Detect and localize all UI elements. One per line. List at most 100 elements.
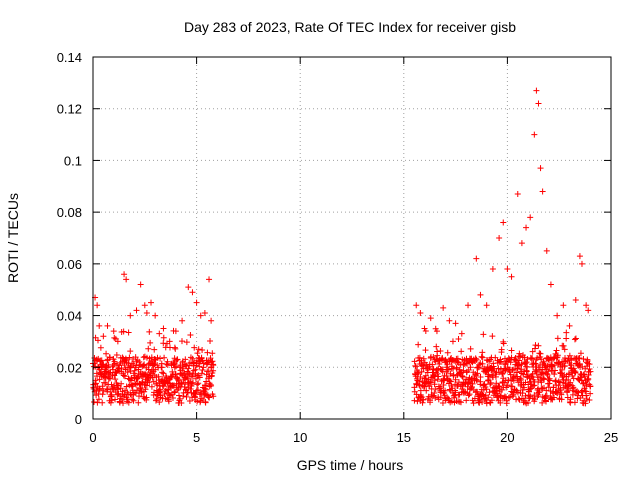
plot-frame bbox=[92, 56, 612, 420]
data-point bbox=[583, 392, 590, 399]
y-tick-label: 0 bbox=[75, 412, 82, 427]
data-point bbox=[125, 329, 132, 336]
data-point bbox=[587, 383, 594, 390]
data-point bbox=[467, 345, 474, 352]
x-tick-label: 25 bbox=[604, 430, 618, 445]
data-point bbox=[584, 377, 591, 384]
data-point bbox=[118, 364, 125, 371]
data-point bbox=[169, 368, 176, 375]
data-point bbox=[560, 302, 567, 309]
x-axis-label: GPS time / hours bbox=[297, 457, 404, 473]
data-point bbox=[512, 354, 519, 361]
data-point bbox=[96, 376, 103, 383]
data-point bbox=[173, 357, 180, 364]
data-point bbox=[100, 361, 107, 368]
data-point bbox=[523, 359, 530, 366]
data-point bbox=[160, 334, 167, 341]
data-point bbox=[190, 379, 197, 386]
data-point bbox=[583, 396, 590, 403]
data-point bbox=[545, 368, 552, 375]
x-tick-label: 0 bbox=[89, 430, 96, 445]
data-point bbox=[430, 372, 437, 379]
data-point bbox=[496, 235, 503, 241]
data-point bbox=[458, 348, 465, 355]
data-point bbox=[420, 355, 427, 362]
data-point bbox=[440, 304, 447, 311]
data-point bbox=[171, 389, 178, 396]
data-point bbox=[576, 355, 583, 362]
data-point bbox=[532, 342, 539, 349]
data-point bbox=[578, 260, 585, 267]
data-point bbox=[161, 391, 168, 398]
data-point bbox=[458, 330, 465, 337]
data-point bbox=[446, 386, 453, 393]
data-point bbox=[478, 353, 485, 360]
data-point bbox=[194, 398, 201, 405]
data-point bbox=[474, 370, 481, 377]
data-point bbox=[567, 396, 574, 403]
data-point bbox=[498, 392, 505, 399]
data-point bbox=[140, 354, 147, 361]
data-point bbox=[439, 355, 446, 362]
data-point bbox=[157, 355, 164, 362]
data-point bbox=[571, 336, 578, 343]
y-tick-label: 0.02 bbox=[57, 360, 82, 375]
data-point bbox=[145, 345, 152, 352]
data-point bbox=[543, 247, 550, 254]
data-point bbox=[189, 289, 196, 296]
data-point bbox=[547, 281, 554, 288]
data-point bbox=[536, 350, 543, 357]
data-point bbox=[525, 388, 532, 395]
data-point bbox=[418, 394, 425, 401]
data-point bbox=[187, 332, 194, 339]
data-point bbox=[540, 358, 547, 365]
data-point bbox=[193, 299, 200, 306]
data-point bbox=[563, 329, 570, 336]
data-point bbox=[537, 165, 544, 172]
data-point bbox=[210, 393, 217, 400]
data-point bbox=[429, 361, 436, 368]
data-point bbox=[479, 399, 486, 406]
data-point bbox=[186, 398, 193, 405]
data-point bbox=[484, 377, 491, 384]
data-point bbox=[182, 356, 189, 363]
data-point bbox=[583, 302, 590, 309]
data-point bbox=[534, 354, 541, 361]
data-point bbox=[202, 386, 209, 393]
data-point bbox=[521, 354, 528, 361]
data-point bbox=[174, 376, 181, 383]
data-point bbox=[489, 333, 496, 340]
data-point bbox=[132, 354, 139, 361]
data-point bbox=[520, 371, 527, 378]
data-point bbox=[206, 394, 213, 401]
data-point bbox=[518, 240, 525, 247]
data-point bbox=[417, 374, 424, 381]
data-point bbox=[178, 338, 185, 345]
y-axis-label: ROTI / TECUs bbox=[5, 193, 21, 283]
data-point bbox=[206, 380, 213, 387]
data-point bbox=[157, 392, 164, 399]
data-point bbox=[112, 376, 119, 383]
data-point bbox=[411, 358, 418, 365]
data-point bbox=[198, 354, 205, 361]
data-point bbox=[419, 399, 426, 406]
data-point bbox=[103, 350, 110, 357]
y-tick-label: 0.14 bbox=[57, 50, 82, 65]
data-point bbox=[148, 383, 155, 390]
data-point bbox=[529, 361, 536, 368]
data-point bbox=[483, 302, 490, 309]
data-point bbox=[90, 385, 97, 392]
data-point bbox=[121, 373, 128, 380]
data-point bbox=[492, 373, 499, 380]
data-point bbox=[202, 398, 209, 405]
data-point bbox=[454, 355, 461, 362]
data-point bbox=[449, 356, 456, 363]
data-point bbox=[523, 224, 530, 231]
data-point bbox=[197, 312, 204, 319]
data-point bbox=[110, 328, 117, 335]
data-point bbox=[177, 395, 184, 402]
data-point bbox=[507, 371, 514, 378]
data-point bbox=[437, 394, 444, 401]
data-point bbox=[446, 317, 453, 324]
ticks: 0 5 10 15 20 25 0 0.02 0.04 0.06 0.08 0.1 0.12 0.14 bbox=[57, 50, 619, 445]
